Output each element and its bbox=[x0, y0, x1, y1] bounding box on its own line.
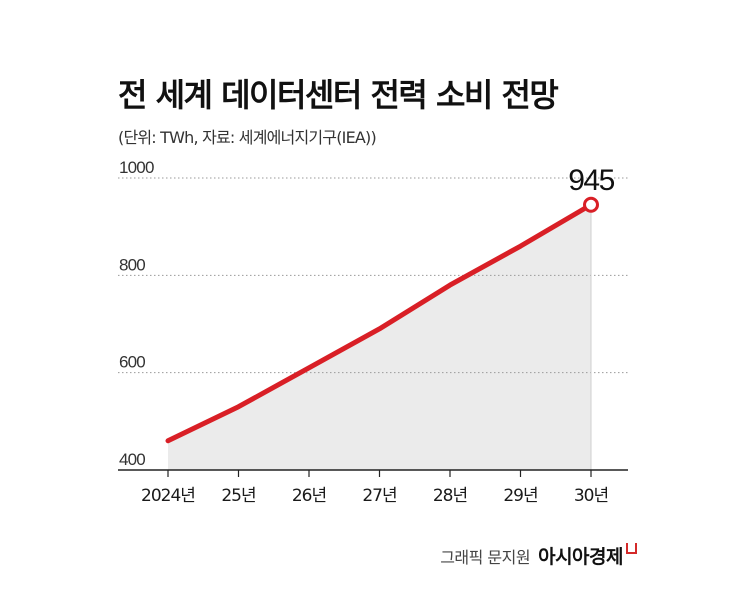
y-tick-label-1000: 1000 bbox=[119, 158, 154, 177]
graphic-credit: 그래픽 문지원 bbox=[440, 547, 531, 567]
x-tick-label: 27년 bbox=[362, 486, 396, 506]
series-line bbox=[165, 202, 594, 444]
x-tick-label: 25년 bbox=[221, 486, 255, 506]
credit-line: 그래픽 문지원 아시아경제 bbox=[440, 542, 637, 569]
brand-logo: 아시아경제 bbox=[538, 546, 623, 568]
x-tick-label: 26년 bbox=[292, 486, 326, 506]
x-tick-label: 29년 bbox=[503, 486, 537, 506]
x-tick-label: 30년 bbox=[574, 486, 608, 506]
chart-subtitle: (단위: TWh, 자료: 세계에너지기구(IEA)) bbox=[118, 128, 377, 147]
x-tick-label: 2024년 bbox=[141, 486, 195, 506]
data-label-945: 945 bbox=[568, 164, 614, 197]
y-tick-label-600: 600 bbox=[119, 353, 145, 372]
y-tick-label-800: 800 bbox=[119, 255, 145, 274]
brand-mark-icon bbox=[626, 543, 637, 554]
y-tick-label-400: 400 bbox=[119, 450, 145, 469]
chart-title: 전 세계 데이터센터 전력 소비 전망 bbox=[118, 76, 559, 114]
x-tick-label: 28년 bbox=[433, 486, 467, 506]
end-point-marker bbox=[583, 196, 599, 213]
area-fill bbox=[168, 204, 591, 470]
